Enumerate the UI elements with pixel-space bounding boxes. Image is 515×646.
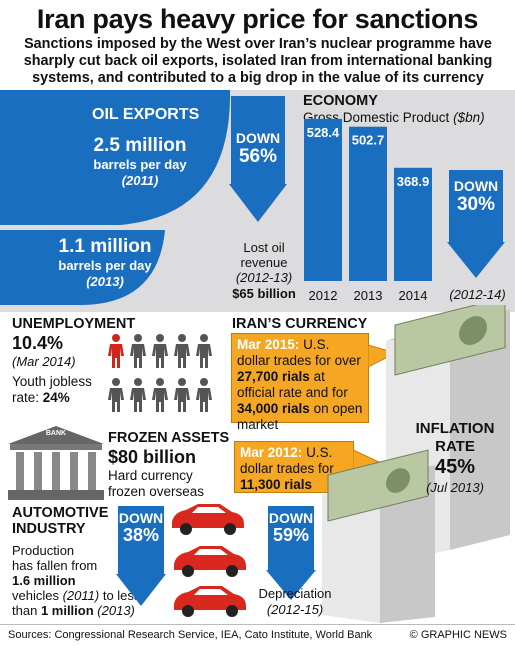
- frozen-desc-a: Hard currency: [108, 468, 193, 483]
- currency-note-2012: Mar 2012: U.S. dollar trades for 11,300 …: [234, 441, 354, 493]
- people-icons: [108, 334, 212, 412]
- gdp-value-label: 368.9: [397, 174, 430, 189]
- frozen-value: $80 billion: [108, 447, 197, 467]
- auto-from-year: (2011): [62, 588, 100, 603]
- unemployment-date: (Mar 2014): [12, 354, 76, 369]
- currency-down-arrow: [266, 506, 316, 600]
- oil-lost-value: $65 billion: [232, 286, 296, 301]
- page-title: Iran pays heavy price for sanctions: [36, 4, 479, 34]
- gdp-category-label: 2013: [354, 288, 383, 303]
- frozen-desc-b: frozen overseas: [108, 484, 205, 499]
- youth-label: Youth jobless rate:: [12, 374, 92, 405]
- note1-text-b: at official rate and for: [237, 369, 348, 400]
- auto-heading: AUTOMOTIVE INDUSTRY: [12, 505, 108, 537]
- oil-down-pct: 56%: [238, 146, 278, 167]
- inflation-value: 45%: [434, 456, 476, 478]
- oil-2013-unit: barrels per day: [58, 258, 152, 273]
- economy-heading: ECONOMY: [303, 93, 378, 109]
- gdp-category-label: 2012: [309, 288, 338, 303]
- oil-down-label: DOWN: [235, 130, 281, 146]
- gdp-value-label: 528.4: [307, 125, 340, 140]
- gdp-value-label: 502.7: [352, 133, 385, 148]
- bank-icon: [8, 426, 104, 500]
- auto-desc: Production has fallen from 1.6 million v…: [12, 543, 142, 618]
- note1-over: over: [334, 353, 361, 368]
- oil-down-arrow: [229, 96, 287, 222]
- car-icons: [172, 504, 246, 617]
- note1-text-a: U.S. dollar trades for: [237, 337, 331, 368]
- note1-rate2: 34,000 rials: [237, 401, 310, 416]
- banknote-stacks: [322, 305, 510, 623]
- gdp-unit: ($bn): [453, 110, 485, 125]
- depreciation-label: Depreciation: [258, 586, 332, 601]
- oil-2011-unit: barrels per day: [93, 157, 187, 172]
- inflation-date: (Jul 2013): [426, 480, 484, 495]
- note1-pointer: [368, 344, 398, 368]
- auto-down-arrow: [116, 506, 166, 606]
- auto-line5: than: [12, 603, 38, 618]
- banknote-top-short: [327, 449, 429, 522]
- gdp-bar: [304, 118, 342, 281]
- car-icon: [172, 504, 244, 535]
- auto-heading-a: AUTOMOTIVE: [12, 505, 109, 521]
- note1-date: Mar 2015:: [237, 337, 300, 352]
- gdp-down-period: (2012-14): [449, 287, 506, 302]
- oil-2013-shape: [0, 230, 165, 305]
- auto-to-year: (2013): [97, 603, 135, 618]
- auto-line2: has fallen from: [12, 558, 98, 573]
- auto-down-label: DOWN: [118, 510, 164, 526]
- footer-credit: © GRAPHIC NEWS: [409, 629, 507, 641]
- oil-2013-value: 1.1 million: [58, 236, 152, 257]
- unemployment-heading: UNEMPLOYMENT: [12, 316, 136, 332]
- currency-heading: IRAN’S CURRENCY: [232, 316, 368, 332]
- inflation-heading: INFLATION RATE: [400, 420, 510, 456]
- currency-down-pct: 59%: [272, 525, 310, 545]
- car-icon: [174, 586, 246, 617]
- gdp-bar: [394, 167, 432, 281]
- gdp-bar: [349, 126, 387, 281]
- oil-2011-year: (2011): [121, 173, 159, 188]
- note2-rate: 11,300 rials: [240, 477, 313, 492]
- gdp-category-label: 2014: [399, 288, 428, 303]
- note2-text: U.S. dollar trades for: [240, 445, 334, 476]
- note1-text-c: on open market: [237, 401, 363, 432]
- banknote-top-tall: [394, 305, 506, 376]
- car-icon: [174, 546, 246, 577]
- gdp-down-arrow: [447, 170, 505, 278]
- page-subtitle: Sanctions imposed by the West over Iran’…: [23, 36, 493, 86]
- oil-2011-shape: [0, 90, 230, 225]
- person-icon-red: [108, 334, 124, 368]
- footer-sources: Sources: Congressional Research Service,…: [8, 629, 373, 641]
- footer: Sources: Congressional Research Service,…: [0, 624, 515, 646]
- gdp-down-pct: 30%: [456, 194, 496, 215]
- auto-from-value: 1.6 million: [12, 573, 76, 588]
- oil-lost-label: Lost oil revenue: [240, 240, 288, 270]
- frozen-heading: FROZEN ASSETS: [108, 430, 230, 446]
- auto-down-pct: 38%: [122, 525, 160, 545]
- unemployment-value: 10.4%: [12, 333, 64, 353]
- youth-jobless: Youth jobless rate: 24%: [12, 374, 102, 406]
- auto-line3: vehicles: [12, 588, 59, 603]
- note2-date: Mar 2012:: [240, 445, 303, 460]
- oil-heading: OIL EXPORTS: [92, 106, 200, 123]
- currency-note-2015: Mar 2015: U.S. dollar trades for over 27…: [231, 333, 369, 432]
- bank-label: BANK: [45, 430, 67, 437]
- auto-to-value: 1 million: [40, 603, 94, 618]
- currency-down-label: DOWN: [268, 510, 314, 526]
- oil-2013-year: (2013): [86, 274, 124, 289]
- oil-lost-period: (2012-13): [235, 270, 293, 285]
- youth-value: 24%: [42, 390, 70, 405]
- auto-heading-b: INDUSTRY: [12, 521, 86, 537]
- gdp-down-label: DOWN: [453, 178, 499, 194]
- inflation-heading-b: RATE: [435, 438, 475, 455]
- oil-exports-graphic: [0, 90, 230, 305]
- depreciation-period: (2012-15): [266, 602, 324, 617]
- gdp-bar-chart: 528.4 2012 502.7 2013 368.9 2014: [304, 118, 432, 303]
- oil-2011-value: 2.5 million: [93, 135, 187, 156]
- auto-line1: Production: [12, 543, 75, 558]
- note1-rate: 27,700 rials: [237, 369, 310, 384]
- inflation-heading-a: INFLATION: [415, 420, 495, 437]
